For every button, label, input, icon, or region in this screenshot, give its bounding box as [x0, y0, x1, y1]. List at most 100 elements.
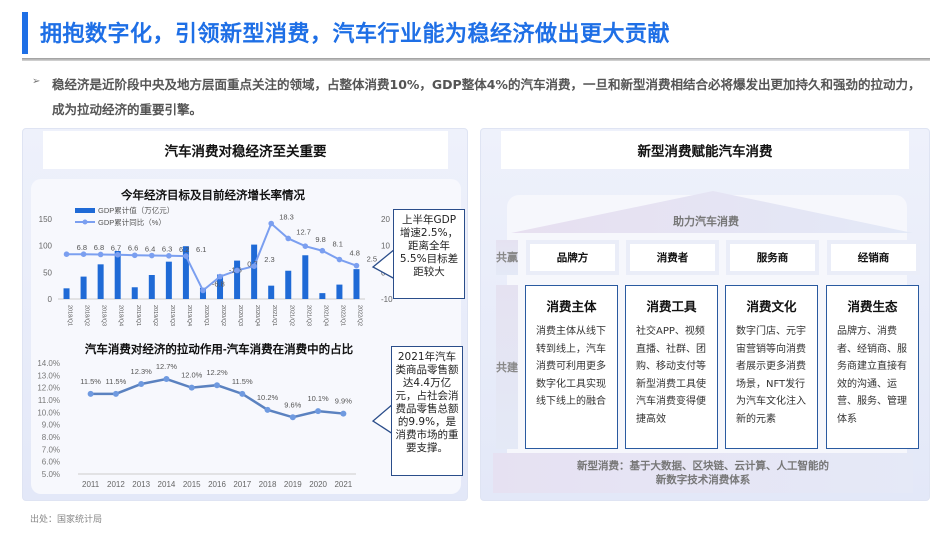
chart1-bar [285, 270, 292, 299]
chart1-point [183, 253, 189, 259]
chart2-data-label: 12.2% [206, 368, 228, 377]
chart1-x-tick: 2019/Q1 [135, 305, 141, 326]
chart1-data-label: 0.7 [247, 259, 257, 268]
card-title: 消费文化 [746, 299, 797, 314]
chart1-x-tick: 2019/Q4 [186, 305, 192, 326]
chart1-bar [353, 269, 360, 299]
chart1-point [285, 235, 292, 242]
chart2-data-label: 12.0% [181, 371, 203, 380]
chart1-point [353, 262, 360, 269]
source-note: 出处：国家统计局 [30, 515, 103, 525]
chart1-x-tick: 2020/Q1 [203, 305, 209, 326]
chart2-y-tick: 12.0% [37, 384, 60, 393]
chart2-title: 汽车消费对经济的拉动作用-汽车消费在消费中的占比 [85, 342, 354, 356]
chart1-data-label: 4.8 [350, 249, 360, 258]
chart2-point [239, 390, 246, 397]
chart1-legend-bar: GDP累计值（万亿元） [98, 205, 174, 215]
chart1-point [336, 256, 343, 263]
chart1-x-tick: 2021/Q1 [271, 305, 277, 326]
chart2-point [163, 376, 170, 383]
chart1-bar [234, 260, 241, 299]
chart1-bar [182, 246, 189, 299]
chart2-data-label: 12.7% [156, 362, 178, 371]
chart1-left-tick: 150 [39, 215, 53, 224]
chart2-data-label: 11.5% [232, 377, 253, 386]
chart1-x-tick: 2018/Q3 [101, 305, 107, 326]
chart1-data-label: 6.2 [179, 245, 189, 254]
band-line-2: 新数字技术消费体系 [655, 474, 751, 486]
chart1-x-tick: 2019/Q2 [152, 305, 158, 326]
role-dealer: 经销商 [827, 240, 920, 275]
chart2-point [340, 410, 347, 417]
chart1-left-tick: 50 [43, 268, 52, 277]
chart2-x-tick: 2016 [208, 480, 226, 489]
card-text: 品牌方、消费者、经销商、服务商建立直接有效的沟通、运营、服务、管理体系 [837, 326, 907, 425]
chart1-data-label: 2.5 [367, 255, 377, 264]
chart2-data-label: 9.6% [284, 400, 301, 409]
chart2-y-tick: 7.0% [42, 445, 60, 454]
chart1-x-tick: 2018/Q4 [118, 305, 124, 326]
roof-label: 助力汽车消费 [673, 215, 739, 228]
card-title: 消费生态 [847, 299, 898, 314]
chart1-line [66, 221, 357, 293]
chart1-point [166, 253, 172, 259]
chart1-point [319, 247, 326, 254]
chart2-point [289, 414, 296, 421]
chart2-x-tick: 2012 [107, 480, 125, 489]
card-consumer-culture: 消费文化 数字门店、元宇宙营销等向消费者展示更多消费场景，NFT发行为汽车文化注入… [725, 285, 818, 449]
chart1-x-tick: 2021/Q2 [288, 305, 294, 326]
chart2-y-tick: 5.0% [42, 470, 60, 479]
chart1-point [234, 267, 240, 274]
callout2-pointer [371, 402, 394, 436]
card-consumer-subject: 消费主体 消费主体从线下转到线上，汽车消费可利用更多数字化工具实现线下线上的融合 [525, 285, 618, 449]
card-text: 社交APP、视频直播、社群、团购、移动支付等新型消费工具使汽车消费变得便捷高效 [636, 326, 706, 425]
right-panel-title: 新型消费赋能汽车消费 [501, 131, 909, 169]
chart1-x-tick: 2020/Q3 [237, 305, 243, 326]
chart1-legend-bar-swatch [75, 208, 95, 213]
chart1-data-label: 2.3 [264, 255, 274, 264]
chart2-point [87, 390, 94, 397]
chart1-data-label: -6.8 [212, 279, 225, 288]
chart1-data-label: 6.1 [196, 245, 206, 254]
chart1-x-tick: 2022/Q1 [339, 305, 345, 326]
card-text: 消费主体从线下转到线上，汽车消费可利用更多数字化工具实现线下线上的融合 [536, 326, 606, 407]
chart2-point [188, 384, 195, 391]
chart1-x-tick: 2018/Q2 [84, 305, 90, 326]
chart1-point [217, 273, 223, 280]
chart1-bar [80, 276, 87, 299]
chart1-x-tick: 2022/Q2 [356, 305, 362, 326]
chart1-legend-line-marker [82, 219, 88, 225]
chart2-data-label: 11.5% [80, 377, 101, 386]
chart1-right-tick: 20 [381, 215, 390, 224]
chart1-point [251, 263, 257, 269]
chart2-point [138, 380, 145, 387]
charts-svg: 今年经济目标及目前经济增长率情况050100150-10010202018/Q1… [37, 188, 396, 489]
title-divider [22, 58, 930, 61]
chart1-bar [302, 255, 309, 299]
chart1-point [97, 251, 104, 258]
chart-background [31, 179, 461, 494]
roof-shape [511, 191, 913, 233]
chart2-y-tick: 14.0% [37, 359, 60, 368]
chart1-x-tick: 2018/Q1 [67, 305, 73, 326]
chart1-right-tick: 10 [381, 242, 390, 251]
arrow-right-icon: ➢ [32, 76, 41, 87]
chart2-data-label: 12.3% [131, 367, 153, 376]
chart2-point [214, 382, 220, 389]
chart1-point [302, 243, 309, 249]
chart2-x-tick: 2015 [183, 480, 201, 489]
chart2-data-label: 11.5% [106, 377, 127, 386]
chart1-data-label: 18.3 [279, 213, 294, 222]
left-panel: 汽车消费对稳经济至关重要 今年经济目标及目前经济增长率情况 0 50 100 150 -1… [22, 128, 468, 501]
chart1-x-tick: 2020/Q4 [254, 305, 260, 326]
chart2-data-label: 10.1% [307, 394, 329, 403]
chart2-y-tick: 9.0% [42, 421, 60, 430]
chart1-bar [336, 284, 343, 299]
chart1-point [268, 220, 274, 227]
chart2-y-tick: 10.0% [37, 408, 60, 417]
row-label-build: 共建 [496, 285, 518, 449]
chart1-bar [251, 244, 258, 299]
role-brand: 品牌方 [526, 240, 619, 275]
chart1-data-label: 8.1 [332, 240, 342, 249]
chart1-point [63, 251, 70, 257]
